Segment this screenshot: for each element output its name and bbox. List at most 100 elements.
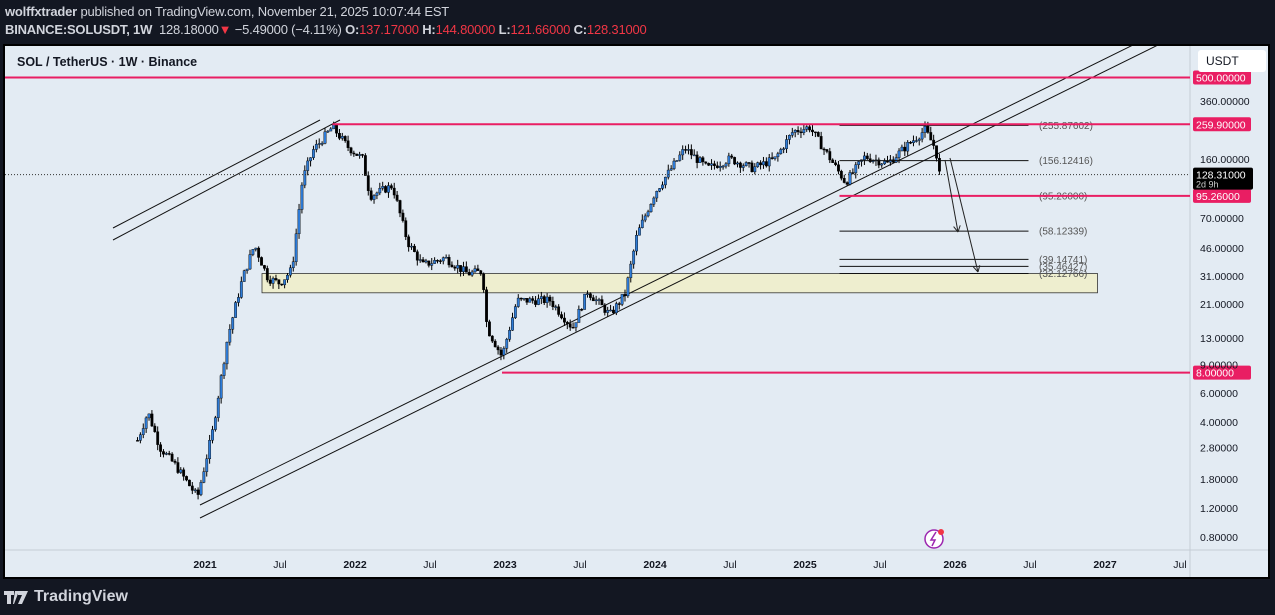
candle-body [190,485,194,491]
candle-body [410,245,413,248]
time-tick-label: Jul [1173,559,1186,571]
price-tick-label: 70.00000 [1200,213,1244,225]
candle-body [857,161,861,165]
candle-body [583,293,587,310]
candle-body [917,138,921,141]
candle-body [557,306,561,315]
candle-body [413,245,416,252]
candle-body [418,259,422,261]
candle-body [141,428,145,435]
arrow-head [972,266,979,273]
candle-body [225,341,229,365]
candle-body [415,251,419,261]
candle-body [294,233,298,262]
candle-body [542,296,546,304]
trend-channel-line [112,119,341,241]
candle-body [762,161,765,166]
candle-body [531,298,535,301]
candle-body [548,296,552,302]
candle-body [447,257,451,266]
price-tick-label: 9.00000 [1200,359,1238,371]
candle-body [704,161,708,164]
candle-body [640,219,644,228]
candle-body [502,348,506,356]
candle-body [603,304,607,313]
candle-body [459,265,462,272]
price-tick-label: 2.80000 [1200,443,1238,455]
bar-countdown: 2d 9h [1196,180,1219,190]
chart-title: SOL / TetherUS · 1W · Binance [17,55,198,69]
candle-body [450,264,454,268]
candle-body [759,162,762,166]
candle-body [280,283,284,286]
candle-body [698,157,702,163]
candle-body [516,297,520,307]
candle-body [349,147,353,154]
candle-body [159,444,162,452]
candle-body [799,131,803,134]
price-tick-label: 4.00000 [1200,417,1238,429]
notification-dot [938,529,944,535]
time-tick-label: 2025 [793,559,817,571]
candle-body [464,266,468,273]
price-tick-label: 1.80000 [1200,474,1238,486]
candle-body [568,323,572,328]
candle-body [537,298,540,305]
tradingview-logo: TradingView [4,588,128,606]
candle-body [900,146,904,152]
fib-level-label: (32.12766) [1039,269,1087,280]
candle-body [643,215,647,221]
time-tick-label: Jul [573,559,586,571]
candle-body [208,440,212,460]
candle-body [522,298,526,300]
candle-body [848,172,852,185]
candle-body [179,469,183,473]
candle-body [811,129,814,133]
candle-body [929,132,933,141]
candle-body [479,270,483,275]
price-tick-label: 360.00000 [1200,96,1250,108]
candle-body [663,176,667,186]
candle-body [822,148,826,151]
candle-body [750,162,754,173]
fib-level-label: (39.14741) [1039,255,1087,266]
candle-body [912,140,915,144]
candle-body [490,335,494,342]
level-price-tag [1193,117,1251,132]
candle-body [738,162,742,168]
candle-body [291,261,295,269]
candle-body [150,413,154,427]
candle-body [661,184,664,189]
candle-body [513,306,517,318]
chart-pane[interactable]: SOL / TetherUS · 1W · Binance USDT (255.… [3,44,1270,579]
candle-body [689,149,693,156]
candle-body [286,274,289,280]
brand-name: TradingView [34,588,128,605]
candle-body [932,139,936,146]
candle-body [788,135,791,140]
candle-body [167,453,171,455]
time-tick-label: Jul [1023,559,1036,571]
candle-body [462,266,465,272]
candle-body [545,296,549,304]
candle-body [329,128,333,132]
candle-body [404,220,408,238]
low-value: 121.66000 [510,22,571,37]
author[interactable]: wolffxtrader [5,4,78,19]
price-chart[interactable]: (255.87602)(156.12416)(95.26000)(58.1233… [5,46,1268,577]
time-tick-label: Jul [423,559,436,571]
price-tick-label: 1.20000 [1200,503,1238,515]
lightning-icon-circle [924,529,944,549]
candle-body [554,306,558,308]
candle-body [669,168,673,171]
candle-body [574,322,578,328]
price-tick-label: 0.80000 [1200,532,1238,544]
candle-body [865,155,869,159]
candle-body [793,130,797,133]
candle-body [935,145,938,159]
high-label: H: [422,22,436,37]
currency-button[interactable]: USDT [1198,50,1266,72]
candle-body [914,140,918,142]
candle-body [649,203,653,213]
candle-body [320,143,324,145]
